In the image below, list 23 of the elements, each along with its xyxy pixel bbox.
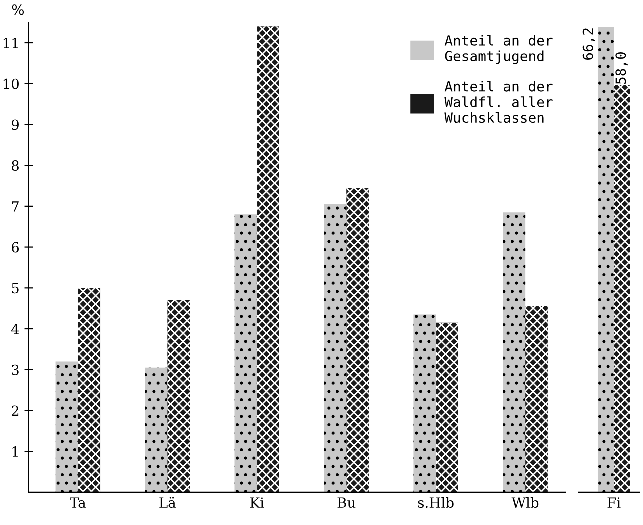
y-tick-label: 10	[4, 78, 19, 90]
x-tick-label: Ta	[70, 498, 86, 508]
y-tick-label: 11	[4, 38, 18, 48]
y-tick-label: 9	[12, 120, 19, 130]
data-label: 66,2	[582, 28, 596, 60]
y-tick-label: 5	[12, 283, 19, 294]
x-tick-label: Bu	[338, 498, 356, 508]
legend-label: Anteil an der Waldfl. aller Wuchsklassen	[444, 80, 553, 124]
y-axis-title: %	[12, 4, 24, 16]
y-tick-label: 4	[12, 324, 20, 334]
data-label: 58,0	[616, 52, 628, 84]
x-tick-label: Fi	[608, 498, 621, 508]
x-tick-label: s.Hlb	[418, 497, 454, 508]
y-tick-label: 7	[12, 202, 19, 212]
y-tick-label: 1	[12, 446, 18, 457]
x-tick-label: Lä	[160, 497, 176, 508]
y-tick-label: 6	[12, 242, 20, 253]
y-tick-label: 8	[12, 160, 19, 172]
x-tick-label: Wlb	[512, 497, 539, 508]
y-tick-label: 3	[12, 364, 19, 376]
x-tick-label: Ki	[250, 498, 264, 508]
y-tick-label: 2	[12, 406, 19, 416]
legend-label: Anteil an der Gesamtjugend	[444, 35, 553, 64]
